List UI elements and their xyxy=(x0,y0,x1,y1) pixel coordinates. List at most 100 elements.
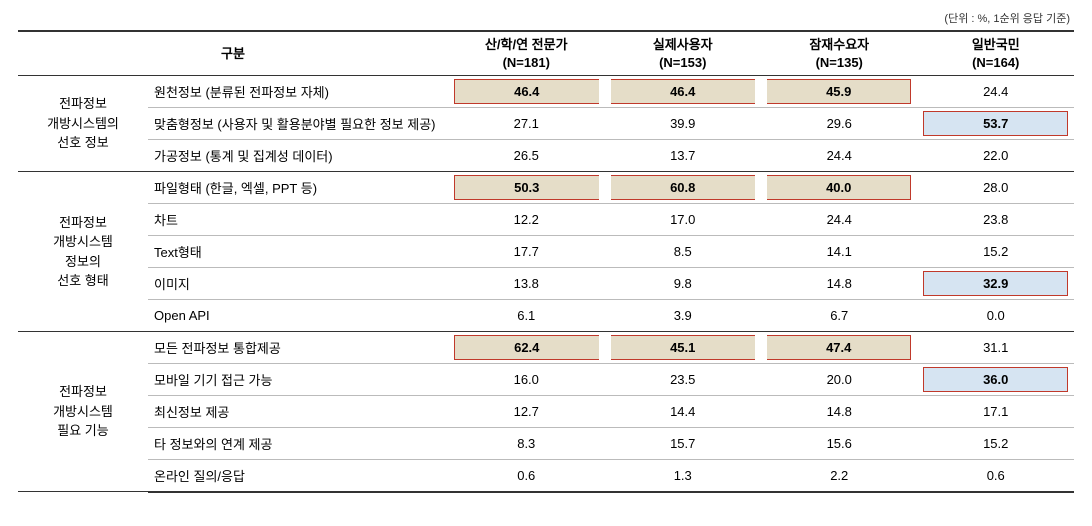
value-cell: 45.1 xyxy=(605,332,761,364)
value-text: 0.0 xyxy=(923,303,1068,328)
value-text: 3.9 xyxy=(611,303,755,328)
header-col2-l1: 실제사용자 xyxy=(653,37,713,52)
group-label: 전파정보개방시스템필요 기능 xyxy=(18,332,148,492)
value-text: 20.0 xyxy=(767,367,911,392)
value-text: 23.8 xyxy=(923,207,1068,232)
value-cell: 0.6 xyxy=(917,460,1074,492)
value-text: 47.4 xyxy=(767,335,911,360)
header-col4-l2: (N=164) xyxy=(972,55,1019,70)
value-text: 15.2 xyxy=(923,431,1068,456)
row-label: 파일형태 (한글, 엑셀, PPT 등) xyxy=(148,172,448,204)
value-cell: 24.4 xyxy=(917,76,1074,108)
value-text: 8.5 xyxy=(611,239,755,264)
value-cell: 24.4 xyxy=(761,204,917,236)
row-label: 가공정보 (통계 및 집계성 데이터) xyxy=(148,140,448,172)
row-label: 모든 전파정보 통합제공 xyxy=(148,332,448,364)
value-text: 14.4 xyxy=(611,399,755,424)
table-row: 차트12.2 17.024.423.8 xyxy=(18,204,1074,236)
value-cell: 13.7 xyxy=(605,140,761,172)
value-text: 14.8 xyxy=(767,271,911,296)
value-text: 12.7 xyxy=(454,399,598,424)
value-cell: 2.2 xyxy=(761,460,917,492)
value-cell: 28.0 xyxy=(917,172,1074,204)
row-label: 타 정보와의 연계 제공 xyxy=(148,428,448,460)
value-cell: 27.1 xyxy=(448,108,604,140)
value-text: 28.0 xyxy=(923,175,1068,200)
value-cell: 39.9 xyxy=(605,108,761,140)
value-text: 16.0 xyxy=(454,367,598,392)
value-text: 2.2 xyxy=(767,463,911,488)
value-cell: 53.7 xyxy=(917,108,1074,140)
table-row: 타 정보와의 연계 제공8.315.715.615.2 xyxy=(18,428,1074,460)
value-text: 17.1 xyxy=(923,399,1068,424)
table-row: 온라인 질의/응답0.61.32.20.6 xyxy=(18,460,1074,492)
value-text: 62.4 xyxy=(454,335,598,360)
value-cell: 1.3 xyxy=(605,460,761,492)
value-text: 23.5 xyxy=(611,367,755,392)
value-cell: 0.6 xyxy=(448,460,604,492)
value-text: 24.4 xyxy=(923,79,1068,104)
value-cell: 26.5 xyxy=(448,140,604,172)
value-cell: 47.4 xyxy=(761,332,917,364)
row-label: 모바일 기기 접근 가능 xyxy=(148,364,448,396)
value-cell: 15.2 xyxy=(917,236,1074,268)
value-text: 45.9 xyxy=(767,79,911,104)
value-cell: 31.1 xyxy=(917,332,1074,364)
value-cell: 12.2 xyxy=(448,204,604,236)
header-row: 구분 산/학/연 전문가 (N=181) 실제사용자 (N=153) 잠재수요자… xyxy=(18,31,1074,76)
row-label: 맞춤형정보 (사용자 및 활용분야별 필요한 정보 제공) xyxy=(148,108,448,140)
value-cell: 46.4 xyxy=(448,76,604,108)
value-cell: 50.3 xyxy=(448,172,604,204)
value-text: 6.7 xyxy=(767,303,911,328)
value-cell: 23.8 xyxy=(917,204,1074,236)
value-text: 1.3 xyxy=(611,463,755,488)
value-cell: 14.4 xyxy=(605,396,761,428)
value-cell: 23.5 xyxy=(605,364,761,396)
header-col2-l2: (N=153) xyxy=(659,55,706,70)
header-col4-l1: 일반국민 xyxy=(972,37,1020,52)
value-cell: 15.7 xyxy=(605,428,761,460)
table-body: 전파정보개방시스템의선호 정보원천정보 (분류된 전파정보 자체)46.446.… xyxy=(18,76,1074,492)
value-cell: 45.9 xyxy=(761,76,917,108)
value-cell: 14.1 xyxy=(761,236,917,268)
unit-note: (단위 : %, 1순위 응답 기준) xyxy=(18,10,1074,26)
value-cell: 17.1 xyxy=(917,396,1074,428)
group-label: 전파정보개방시스템의선호 정보 xyxy=(18,76,148,172)
value-cell: 40.0 xyxy=(761,172,917,204)
group-label: 전파정보개방시스템정보의선호 형태 xyxy=(18,172,148,332)
value-text: 9.8 xyxy=(611,271,755,296)
value-text: 13.8 xyxy=(454,271,598,296)
value-text: 6.1 xyxy=(454,303,598,328)
value-text: 8.3 xyxy=(454,431,598,456)
value-text: 32.9 xyxy=(923,271,1068,296)
value-text: 27.1 xyxy=(454,111,598,136)
header-col1-l2: (N=181) xyxy=(503,55,550,70)
value-text: 14.8 xyxy=(767,399,911,424)
value-text: 0.6 xyxy=(923,463,1068,488)
value-cell: 17.7 xyxy=(448,236,604,268)
value-cell: 0.0 xyxy=(917,300,1074,332)
table-row: Open API6.1 3.9 6.7 0.0 xyxy=(18,300,1074,332)
value-cell: 13.8 xyxy=(448,268,604,300)
value-text: 26.5 xyxy=(454,143,598,168)
value-text: 17.0 xyxy=(611,207,755,232)
value-text: 46.4 xyxy=(454,79,598,104)
header-col2: 실제사용자 (N=153) xyxy=(605,31,761,76)
table-row: Text형태17.78.514.115.2 xyxy=(18,236,1074,268)
row-label: 온라인 질의/응답 xyxy=(148,460,448,492)
header-col3: 잠재수요자 (N=135) xyxy=(761,31,917,76)
value-cell: 17.0 xyxy=(605,204,761,236)
header-category: 구분 xyxy=(18,31,448,76)
value-text: 22.0 xyxy=(923,143,1068,168)
value-text: 24.4 xyxy=(767,143,911,168)
table-row: 최신정보 제공12.714.414.817.1 xyxy=(18,396,1074,428)
table-row: 모바일 기기 접근 가능16.023.520.036.0 xyxy=(18,364,1074,396)
value-text: 46.4 xyxy=(611,79,755,104)
value-text: 15.7 xyxy=(611,431,755,456)
value-text: 15.2 xyxy=(923,239,1068,264)
row-label: Open API xyxy=(148,300,448,332)
row-label: 원천정보 (분류된 전파정보 자체) xyxy=(148,76,448,108)
value-text: 0.6 xyxy=(454,463,598,488)
value-cell: 12.7 xyxy=(448,396,604,428)
row-label: 차트 xyxy=(148,204,448,236)
